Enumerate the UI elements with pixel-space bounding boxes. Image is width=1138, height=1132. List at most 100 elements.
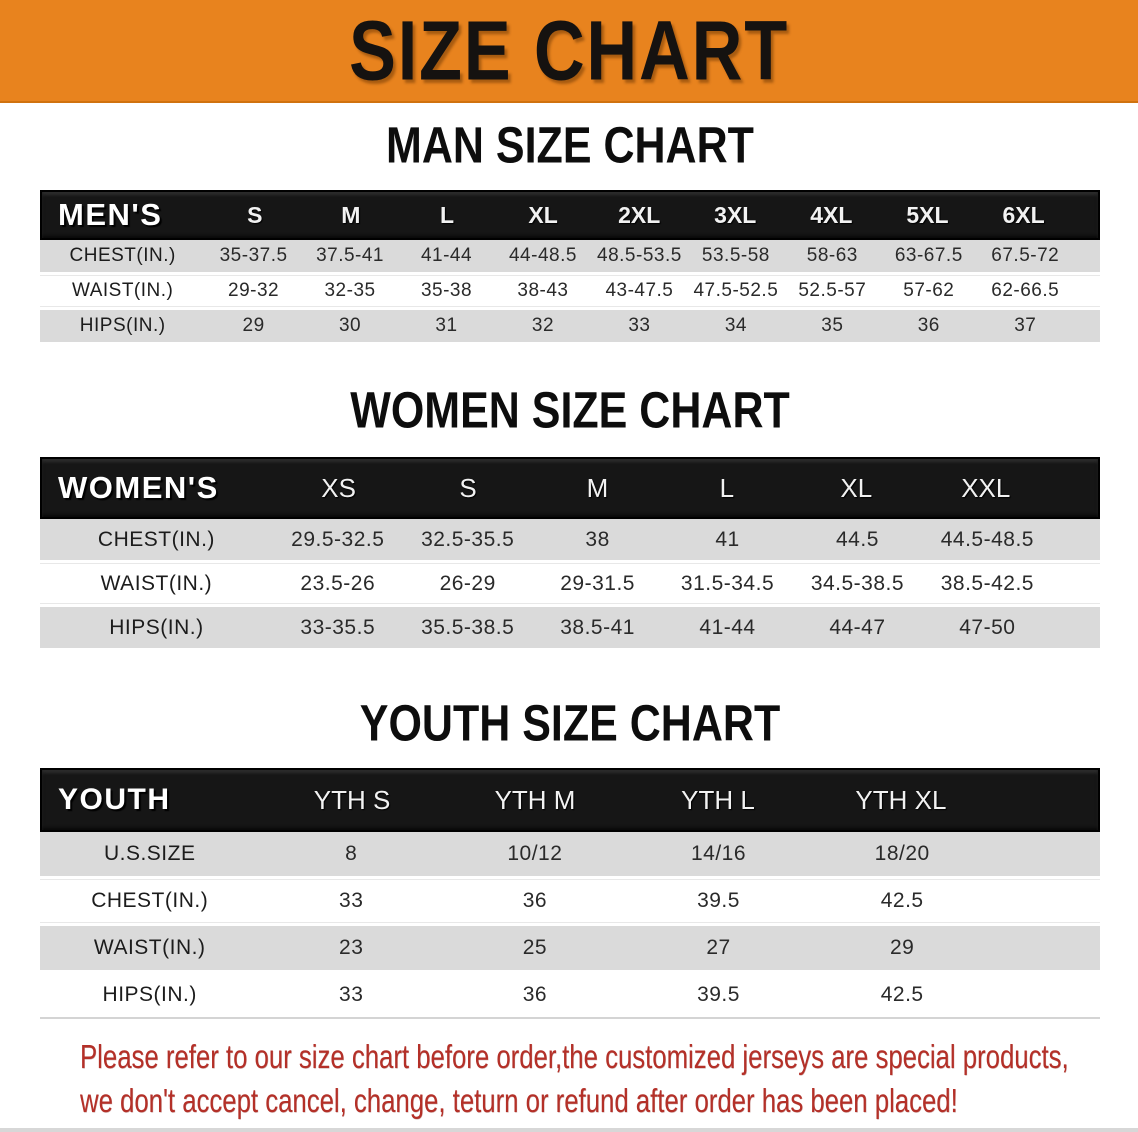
measurement-value: 34.5-38.5	[810, 571, 905, 595]
measurement-value: 44.5	[836, 527, 879, 551]
size-column-header: M	[586, 472, 609, 503]
size-column-header: YTH M	[494, 784, 576, 815]
men-section: MAN SIZE CHART MEN'S S M L XL 2XL 3XL 4XL 5XL 6XL…	[40, 120, 1100, 342]
size-column-header: YTH S	[313, 784, 391, 815]
table-title-cell: WOMEN'S	[58, 470, 219, 505]
women-section-heading: WOMEN SIZE CHART	[350, 381, 790, 439]
measurement-value: 43-47.5	[605, 280, 674, 301]
table-header-row: YOUTH YTH S YTH M YTH L YTH XL	[42, 770, 1098, 830]
measurement-value: 38.5-42.5	[940, 571, 1034, 595]
youth-table-body: U.S.SIZE 8 10/12 14/16 18/20 CHEST(IN.) 33 36 39…	[40, 832, 1100, 1017]
measurement-value: 29-32	[228, 280, 280, 301]
measurement-value: 14/16	[690, 842, 747, 865]
row-label-cell: CHEST(IN.)	[69, 245, 176, 266]
measurement-value: 33-35.5	[300, 615, 376, 639]
size-column-header: L	[719, 472, 735, 503]
table-row: HIPS(IN.) 29 30 31 32 33 34 35 36 37	[40, 310, 1100, 342]
row-label-cell: CHEST(IN.)	[97, 527, 215, 551]
measurement-value: 67.5-72	[991, 245, 1060, 266]
table-row: CHEST(IN.) 35-37.5 37.5-41 41-44 44-48.5 48.5…	[40, 240, 1100, 272]
size-column-header: 4XL	[810, 201, 853, 228]
measurement-value: 29.5-32.5	[291, 527, 385, 551]
women-size-table: WOMEN'S XS S M L XL XXL CHEST(IN.) 29.5-32.5 32.…	[40, 457, 1100, 648]
size-column-header: M	[341, 201, 361, 228]
measurement-value: 38	[585, 527, 610, 551]
size-chart-content: MAN SIZE CHART MEN'S S M L XL 2XL 3XL 4XL 5XL 6XL…	[40, 120, 1100, 1123]
measurement-value: 35.5-38.5	[421, 615, 515, 639]
measurement-value: 44.5-48.5	[940, 527, 1034, 551]
measurement-value: 57-62	[903, 280, 955, 301]
men-table-header-bar: MEN'S S M L XL 2XL 3XL 4XL 5XL 6XL	[40, 190, 1100, 240]
size-column-header: S	[459, 472, 477, 503]
measurement-value: 42.5	[880, 889, 924, 912]
measurement-value: 8	[345, 842, 358, 865]
size-column-header: YTH XL	[855, 784, 947, 815]
size-column-header: XS	[321, 472, 356, 503]
men-size-table: MEN'S S M L XL 2XL 3XL 4XL 5XL 6XL CHEST(IN.) 35-3…	[40, 190, 1100, 342]
measurement-value: 33	[628, 315, 651, 336]
table-title-cell: MEN'S	[58, 197, 163, 232]
row-label-cell: WAIST(IN.)	[93, 936, 206, 959]
disclaimer-line-2: we don't accept cancel, change, teturn o…	[80, 1082, 958, 1119]
measurement-value: 36	[522, 889, 548, 912]
table-row: HIPS(IN.) 33 36 39.5 42.5	[40, 973, 1100, 1017]
women-table-header-bar: WOMEN'S XS S M L XL XXL	[40, 457, 1100, 519]
measurement-value: 18/20	[874, 842, 930, 865]
page-bottom-edge	[0, 1128, 1138, 1132]
measurement-value: 41-44	[699, 615, 756, 639]
measurement-value: 27	[706, 936, 731, 959]
measurement-value: 29	[889, 936, 915, 959]
measurement-value: 33	[339, 889, 364, 912]
women-section: WOMEN SIZE CHART WOMEN'S XS S M L XL XXL CHEST…	[40, 385, 1100, 648]
table-row: CHEST(IN.) 33 36 39.5 42.5	[40, 879, 1100, 923]
measurement-value: 35-37.5	[219, 245, 288, 266]
measurement-value: 38-43	[517, 280, 569, 301]
size-column-header: 3XL	[714, 201, 757, 228]
table-header-row: WOMEN'S XS S M L XL XXL	[42, 459, 1098, 517]
measurement-value: 33	[339, 983, 364, 1006]
measurement-value: 32-35	[324, 280, 376, 301]
measurement-value: 58-63	[806, 245, 858, 266]
size-column-header: YTH L	[681, 784, 755, 815]
row-label-cell: WAIST(IN.)	[71, 280, 174, 301]
youth-section: YOUTH SIZE CHART YOUTH YTH S YTH M YTH L YTH…	[40, 698, 1100, 1017]
measurement-value: 29-31.5	[560, 571, 635, 595]
measurement-value: 63-67.5	[894, 245, 963, 266]
size-column-header: 5XL	[906, 201, 949, 228]
measurement-value: 52.5-57	[798, 280, 867, 301]
youth-table-header-bar: YOUTH YTH S YTH M YTH L YTH XL	[40, 768, 1100, 832]
measurement-value: 34	[724, 315, 747, 336]
measurement-value: 53.5-58	[701, 245, 770, 266]
measurement-value: 39.5	[697, 889, 740, 912]
measurement-value: 29	[242, 315, 265, 336]
women-table-body: CHEST(IN.) 29.5-32.5 32.5-35.5 38 41 44.5 44.5…	[40, 519, 1100, 648]
table-row: HIPS(IN.) 33-35.5 35.5-38.5 38.5-41 41-44 44-…	[40, 607, 1100, 648]
youth-section-heading: YOUTH SIZE CHART	[359, 694, 781, 752]
size-column-header: 2XL	[618, 201, 661, 228]
size-column-header: S	[247, 201, 263, 228]
measurement-value: 44-47	[829, 615, 886, 639]
size-column-header: XXL	[961, 472, 1011, 503]
measurement-value: 23	[339, 936, 364, 959]
men-table-body: CHEST(IN.) 35-37.5 37.5-41 41-44 44-48.5 48.5…	[40, 240, 1100, 342]
measurement-value: 32.5-35.5	[421, 527, 515, 551]
row-label-cell: WAIST(IN.)	[100, 571, 213, 595]
row-label-cell: HIPS(IN.)	[79, 315, 166, 336]
measurement-value: 37	[1014, 315, 1037, 336]
youth-size-table: YOUTH YTH S YTH M YTH L YTH XL U.S.SIZE 8 10/1…	[40, 768, 1100, 1017]
table-row: WAIST(IN.) 29-32 32-35 35-38 38-43 43-47.5 47.…	[40, 275, 1100, 307]
measurement-value: 48.5-53.5	[597, 245, 682, 266]
measurement-value: 30	[338, 315, 362, 336]
disclaimer-line-1: Please refer to our size chart before or…	[80, 1038, 1069, 1075]
size-chart-banner: SIZE CHART	[0, 0, 1138, 103]
table-row: CHEST(IN.) 29.5-32.5 32.5-35.5 38 41 44.5 44.5…	[40, 519, 1100, 560]
disclaimer-note: Please refer to our size chart before or…	[80, 1035, 1100, 1123]
measurement-value: 47.5-52.5	[693, 280, 779, 301]
measurement-value: 35	[821, 315, 844, 336]
measurement-value: 38.5-41	[560, 615, 635, 639]
measurement-value: 41-44	[420, 245, 473, 266]
measurement-value: 42.5	[880, 983, 924, 1006]
measurement-value: 23.5-26	[300, 571, 376, 595]
table-header-row: MEN'S S M L XL 2XL 3XL 4XL 5XL 6XL	[42, 192, 1098, 238]
table-title-cell: YOUTH	[58, 783, 171, 816]
